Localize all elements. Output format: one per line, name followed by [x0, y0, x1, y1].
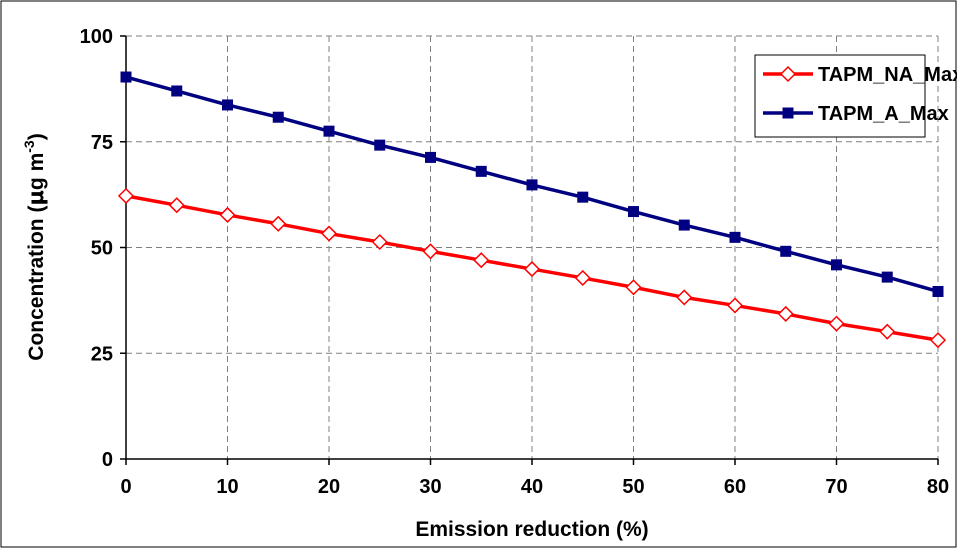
- data-point-TAPM_A_Max: [425, 151, 436, 163]
- data-point-TAPM_NA_Max: [523, 261, 541, 278]
- axes: [120, 35, 939, 465]
- x-tick-label: 70: [825, 476, 847, 498]
- data-point-TAPM_NA_Max: [676, 289, 693, 306]
- legend-entry-TAPM_A_Max: TAPM_A_Max: [763, 103, 949, 125]
- x-tick-label: 60: [724, 476, 746, 498]
- legend-entry-TAPM_NA_Max: TAPM_NA_Max: [763, 64, 957, 86]
- data-point-TAPM_A_Max: [577, 191, 589, 203]
- data-point-TAPM_NA_Max: [879, 323, 896, 340]
- legend-label: TAPM_A_Max: [818, 103, 949, 125]
- x-tick-label: 40: [521, 476, 543, 498]
- x-tick-label: 0: [120, 476, 131, 498]
- data-point-TAPM_NA_Max: [371, 233, 388, 251]
- x-tick-labels: 0 10 20 30 40 50 60 70 80: [120, 476, 949, 498]
- y-tick-label: 50: [91, 238, 113, 260]
- data-point-TAPM_A_Max: [374, 139, 386, 151]
- data-point-TAPM_NA_Max: [726, 297, 744, 314]
- x-tick-label: 20: [318, 476, 340, 498]
- y-tick-label: 0: [102, 449, 113, 471]
- y-axis-title: Concentration (μg m-3): [21, 133, 48, 360]
- data-point-TAPM_A_Max: [881, 271, 893, 283]
- data-point-TAPM_A_Max: [171, 85, 183, 97]
- series-TAPM_A_Max: [120, 71, 944, 297]
- x-tick-label: 10: [216, 476, 238, 498]
- series-TAPM_NA_Max: [117, 187, 947, 349]
- legend: TAPM_NA_Max TAPM_A_Max: [754, 54, 957, 138]
- data-point-TAPM_A_Max: [831, 259, 842, 271]
- y-tick-labels: 0 25 50 75 100: [80, 26, 113, 471]
- y-tick-label: 25: [91, 343, 113, 365]
- data-point-TAPM_NA_Max: [625, 279, 642, 296]
- data-point-TAPM_A_Max: [628, 206, 639, 218]
- data-point-TAPM_A_Max: [272, 111, 284, 123]
- y-axis-title-suffix: ): [25, 133, 48, 140]
- legend-box: [754, 54, 926, 138]
- data-point-TAPM_NA_Max: [777, 305, 794, 322]
- x-axis-title: Emission reduction (%): [415, 518, 648, 541]
- y-tick-label: 100: [80, 26, 113, 48]
- data-point-TAPM_NA_Max: [320, 225, 338, 242]
- data-point-TAPM_A_Max: [475, 165, 487, 177]
- data-point-TAPM_A_Max: [729, 231, 741, 243]
- y-axis-title-superscript: -3: [21, 140, 37, 153]
- data-point-TAPM_NA_Max: [422, 243, 439, 260]
- data-point-TAPM_A_Max: [222, 99, 233, 111]
- y-axis-title-mu: μ: [24, 190, 48, 205]
- y-axis-title-unit: g m: [25, 153, 48, 190]
- data-point-TAPM_A_Max: [526, 179, 538, 191]
- data-point-TAPM_A_Max: [780, 245, 792, 257]
- data-point-TAPM_NA_Max: [270, 215, 287, 232]
- data-point-TAPM_NA_Max: [574, 269, 591, 287]
- data-point-TAPM_A_Max: [932, 285, 944, 297]
- legend-swatch-marker: [779, 65, 797, 83]
- legend-label: TAPM_NA_Max: [818, 64, 957, 86]
- y-tick-label: 75: [91, 132, 113, 154]
- legend-items: TAPM_NA_Max TAPM_A_Max: [763, 64, 957, 125]
- data-point-TAPM_NA_Max: [117, 187, 135, 204]
- x-tick-label: 30: [419, 476, 441, 498]
- data-point-TAPM_NA_Max: [473, 252, 490, 269]
- x-tick-label: 80: [927, 476, 949, 498]
- data-point-TAPM_A_Max: [120, 71, 132, 83]
- data-point-TAPM_NA_Max: [929, 332, 947, 349]
- y-axis-title-prefix: Concentration (: [25, 206, 48, 361]
- legend-swatch-marker: [782, 107, 794, 119]
- data-point-TAPM_NA_Max: [828, 315, 845, 332]
- data-point-TAPM_NA_Max: [168, 197, 185, 214]
- data-point-TAPM_A_Max: [323, 125, 335, 137]
- series-layer: [117, 71, 947, 349]
- x-tick-label: 50: [622, 476, 644, 498]
- data-point-TAPM_NA_Max: [219, 206, 236, 223]
- data-point-TAPM_A_Max: [678, 219, 690, 231]
